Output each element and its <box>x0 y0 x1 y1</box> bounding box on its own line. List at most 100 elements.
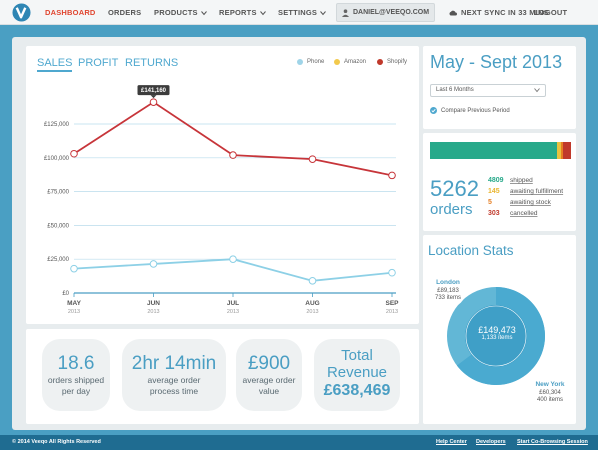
sales-chart-panel <box>26 46 419 324</box>
orders-row-awaiting-stock[interactable]: 5 awaiting stock <box>488 197 563 208</box>
orders-breakdown-list: 4809 shipped 145 awaiting fulfillment 5 awa… <box>488 175 563 219</box>
orders-awaiting-fulfillment-label: awaiting fulfillment <box>510 188 564 195</box>
y-tick-label: £125,000 <box>44 122 70 128</box>
footer-copyright: © 2014 Veeqo All Rights Reserved <box>12 439 101 445</box>
period-select[interactable]: Last 6 Months <box>430 84 546 97</box>
orders-row-shipped[interactable]: 4809 shipped <box>488 175 563 186</box>
orders-label: orders <box>430 201 473 218</box>
data-point-phone <box>308 277 317 285</box>
nav-settings[interactable]: SETTINGS <box>278 8 326 17</box>
series-line-shopify <box>73 101 393 177</box>
footer-link-help-center[interactable]: Help Center <box>436 439 467 445</box>
orders-status-bar <box>430 142 571 159</box>
legend-amazon-label: Amazon <box>344 59 367 65</box>
nav-dashboard[interactable]: DASHBOARD <box>45 8 96 17</box>
orders-row-awaiting-fulfillment[interactable]: 145 awaiting fulfillment <box>488 186 563 197</box>
x-tick-label: SEP <box>385 300 399 307</box>
location-bubble-newyork[interactable]: New York £60,304 400 items <box>528 374 572 414</box>
sales-line-chart: £0 £25,000 £50,000 £75,000 £100,000 £125,000 M… <box>44 85 399 315</box>
donut-center-ring <box>465 305 527 367</box>
location-donut-chart <box>447 287 545 385</box>
legend-amazon[interactable]: Amazon <box>334 59 366 65</box>
chevron-down-icon <box>200 10 207 15</box>
orders-row-cancelled[interactable]: 303 cancelled <box>488 208 563 219</box>
nav-settings-label: SETTINGS <box>278 8 318 17</box>
x-tick-sublabel: 2013 <box>147 309 159 315</box>
chevron-down-icon <box>534 88 540 93</box>
nav-orders[interactable]: ORDERS <box>108 8 141 17</box>
location-title: Location Stats <box>428 243 514 258</box>
data-point-shopify <box>149 98 158 106</box>
legend-shopify-swatch <box>377 59 383 65</box>
nav-reports[interactable]: REPORTS <box>219 8 266 17</box>
orders-awaiting-stock-label: awaiting stock <box>510 199 551 206</box>
orders-bar-segment <box>430 142 558 159</box>
x-tick-sublabel: 2013 <box>306 309 318 315</box>
nav-orders-label: ORDERS <box>108 8 142 17</box>
x-tick-label: MAY <box>67 300 82 307</box>
data-point-phone <box>388 268 396 277</box>
newyork-value: £60,304 <box>539 389 561 396</box>
location-bubble-london[interactable]: London £89,183 733 items <box>430 272 466 308</box>
period-title: May - Sept 2013 <box>430 52 563 72</box>
tooltip-label: £141,160 <box>141 88 167 94</box>
x-tick-label: JUL <box>227 300 239 307</box>
legend-phone[interactable]: Phone <box>297 59 324 65</box>
tab-returns[interactable]: RETURNS <box>125 57 179 69</box>
newyork-items: 400 items <box>536 397 563 403</box>
legend-phone-swatch <box>297 59 303 65</box>
orders-bar-segment <box>560 142 563 159</box>
x-tick-label: AUG <box>305 300 319 307</box>
stat-order-value: £900 average order value <box>236 339 302 411</box>
location-total: £149,473 1,133 items <box>477 325 517 341</box>
logout-link[interactable]: LOGOUT <box>534 8 567 17</box>
cloud-sync-icon <box>449 10 457 15</box>
orders-shipped-count: 4809 <box>488 177 504 184</box>
veeqo-logo-icon[interactable] <box>12 3 31 22</box>
legend-amazon-swatch <box>334 59 340 65</box>
user-account-button[interactable]: DANIEL@VEEQO.COM <box>336 3 435 22</box>
stat-order-value-value: £900 <box>247 353 291 374</box>
orders-cancelled-count: 303 <box>488 210 500 217</box>
y-tick-label: £50,000 <box>47 223 69 229</box>
nav-products-label: PRODUCTS <box>154 8 198 17</box>
london-name: London <box>436 279 460 286</box>
stat-process-time-label: average order process time <box>147 375 201 396</box>
tab-profit[interactable]: PROFIT <box>78 57 119 69</box>
compare-previous-toggle[interactable]: Compare Previous Period <box>430 107 510 114</box>
footer-link-developers[interactable]: Developers <box>476 439 506 445</box>
location-total-value: £149,473 <box>478 325 516 335</box>
y-tick-label: £100,000 <box>44 156 70 162</box>
checkmark-icon <box>430 107 437 114</box>
orders-awaiting-stock-count: 5 <box>488 199 492 206</box>
legend-phone-label: Phone <box>307 59 325 65</box>
footer: © 2014 Veeqo All Rights Reserved Help Ce… <box>0 435 598 450</box>
nav-reports-label: REPORTS <box>219 8 257 17</box>
x-tick-sublabel: 2013 <box>227 309 239 315</box>
legend-shopify[interactable]: Shopify <box>377 59 407 65</box>
newyork-name: New York <box>535 381 565 388</box>
stat-order-value-label: average order value <box>242 375 296 396</box>
stat-orders-per-day: 18.6 orders shipped per day <box>42 339 110 411</box>
orders-awaiting-fulfillment-count: 145 <box>488 188 500 195</box>
data-point-phone <box>70 264 78 273</box>
stat-total-revenue-value: £638,469 <box>323 382 391 399</box>
london-value: £89,183 <box>437 287 459 294</box>
user-email: DANIEL@VEEQO.COM <box>353 9 430 16</box>
stat-process-time: 2hr 14min average order process time <box>122 339 226 411</box>
chevron-down-icon <box>320 10 326 15</box>
orders-bar-segment <box>562 142 571 159</box>
location-total-items: 1,133 items <box>481 335 513 341</box>
legend-shopify-label: Shopify <box>387 59 408 65</box>
tab-sales[interactable]: SALES <box>37 57 73 72</box>
top-nav-bar: DASHBOARD ORDERS PRODUCTS REPORTS SETTIN… <box>0 0 598 25</box>
data-point-phone <box>229 255 237 263</box>
compare-label: Compare Previous Period <box>441 107 510 114</box>
y-tick-label: £75,000 <box>47 190 69 196</box>
x-tick-label: JUN <box>147 300 160 307</box>
footer-link-co-browsing[interactable]: Start Co-Browsing Session <box>517 439 588 445</box>
data-point-shopify <box>388 171 396 180</box>
logout-label: LOGOUT <box>534 8 568 17</box>
period-select-value: Last 6 Months <box>436 87 474 93</box>
nav-products[interactable]: PRODUCTS <box>154 8 207 17</box>
